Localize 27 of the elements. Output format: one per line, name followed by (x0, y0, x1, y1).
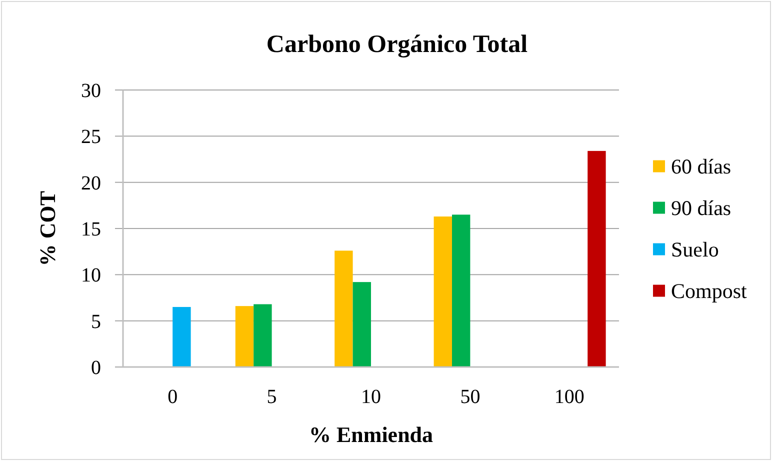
x-tick-label: 10 (361, 386, 381, 408)
x-tick-label: 0 (168, 386, 178, 408)
x-tick-label: 5 (266, 386, 277, 408)
x-axis-title: % Enmienda (308, 422, 434, 447)
x-tick-label: 100 (554, 386, 584, 408)
legend-label: Compost (671, 279, 748, 304)
legend-label: Suelo (671, 238, 719, 262)
y-tick-label: 5 (91, 310, 101, 333)
bar (352, 282, 371, 367)
legend-label: 60 días (671, 154, 732, 179)
bar (334, 250, 353, 367)
x-tick-label: 50 (460, 386, 480, 408)
bar (172, 306, 191, 367)
y-tick-label: 25 (81, 126, 101, 148)
bar (434, 216, 452, 367)
bar (235, 306, 254, 367)
bar (254, 304, 272, 367)
legend-label: 90 días (671, 196, 732, 220)
y-tick-label: 20 (81, 172, 101, 194)
y-tick-label: 30 (81, 80, 101, 102)
y-tick-label: 0 (91, 357, 101, 379)
y-axis-title: % COT (35, 190, 60, 266)
bar (588, 150, 606, 367)
y-tick-label: 15 (81, 218, 101, 240)
y-tick-label: 10 (81, 264, 101, 287)
chart-title: Carbono Orgánico Total (266, 31, 528, 58)
bar (452, 214, 470, 367)
